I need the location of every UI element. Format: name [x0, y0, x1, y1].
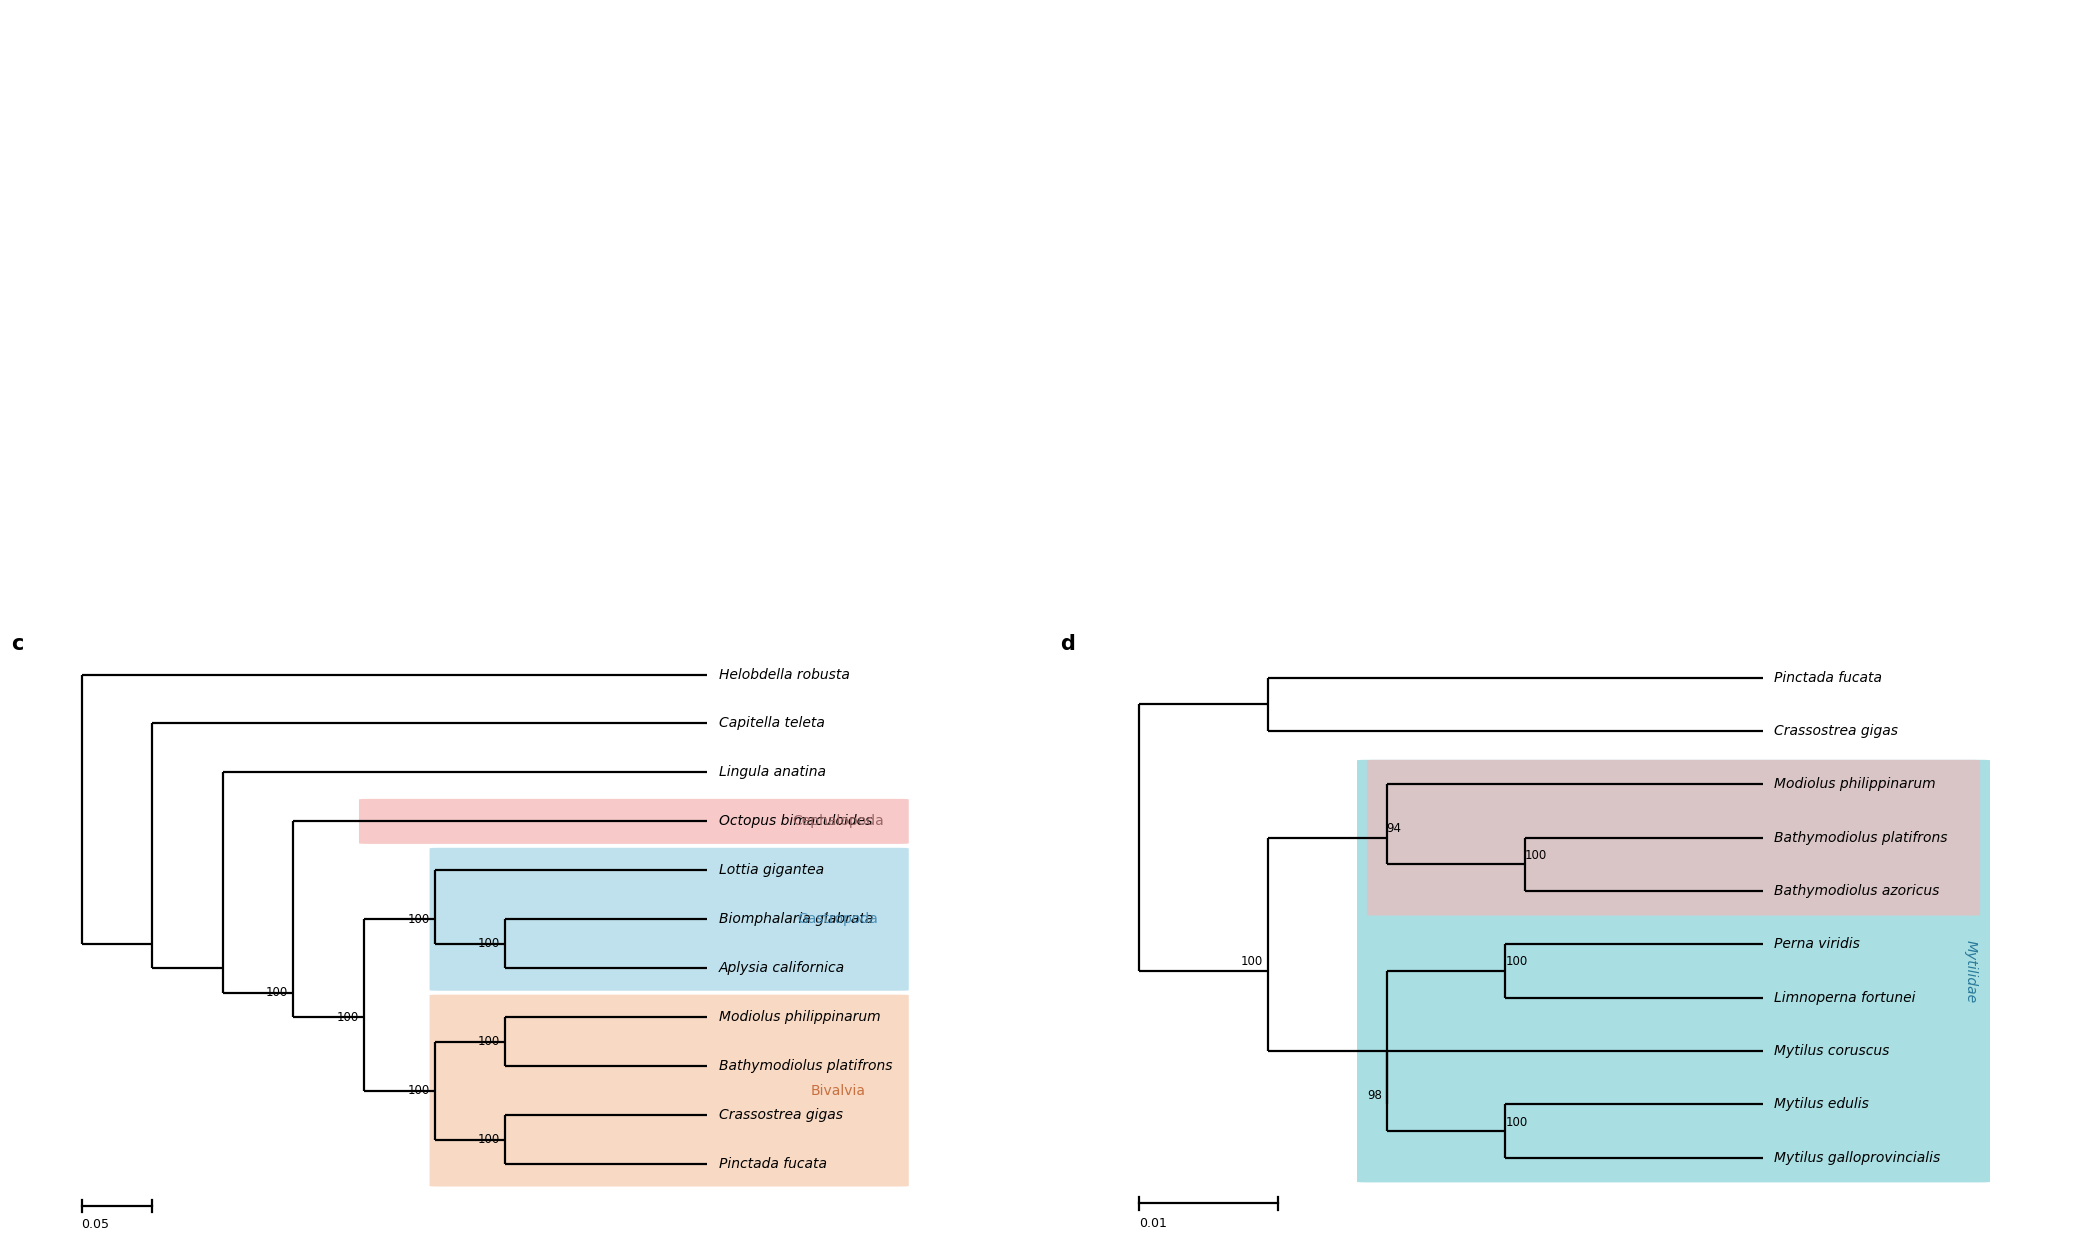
Text: Mytilidae: Mytilidae — [1964, 940, 1978, 1002]
Text: Mytilus coruscus: Mytilus coruscus — [1774, 1045, 1890, 1058]
Text: Modiolus philippinarum: Modiolus philippinarum — [1774, 777, 1936, 792]
Text: Biomphalaria glabrata: Biomphalaria glabrata — [718, 913, 874, 926]
Text: 0.01: 0.01 — [1140, 1216, 1168, 1230]
Text: Bathymodiolus azoricus: Bathymodiolus azoricus — [1774, 884, 1940, 898]
Text: Bivalvia: Bivalvia — [811, 1083, 865, 1098]
FancyBboxPatch shape — [1357, 759, 1991, 1183]
FancyBboxPatch shape — [430, 848, 909, 991]
Text: 100: 100 — [479, 1133, 500, 1147]
Text: a: a — [50, 36, 65, 56]
Text: Crassostrea gigas: Crassostrea gigas — [718, 1108, 842, 1122]
Text: 98: 98 — [1367, 1089, 1382, 1102]
Text: Modiolus philippinarum: Modiolus philippinarum — [718, 1010, 880, 1025]
Text: 100: 100 — [1506, 1116, 1527, 1128]
Text: Mytilus galloprovincialis: Mytilus galloprovincialis — [1774, 1150, 1940, 1165]
Text: Pinctada fucata: Pinctada fucata — [1774, 671, 1882, 685]
Text: Cephalopoda: Cephalopoda — [792, 814, 884, 828]
Text: 100: 100 — [1525, 849, 1548, 862]
FancyBboxPatch shape — [359, 799, 909, 844]
Text: Limnoperna fortunei: Limnoperna fortunei — [1774, 991, 1915, 1005]
Text: 94: 94 — [1386, 822, 1401, 835]
Text: Aplysia californica: Aplysia californica — [718, 961, 844, 975]
Text: 0.05: 0.05 — [82, 1218, 109, 1231]
Text: b: b — [1100, 36, 1115, 56]
Text: Lottia gigantea: Lottia gigantea — [718, 863, 823, 878]
Text: Capitella teleta: Capitella teleta — [718, 716, 825, 731]
Text: Lingula anatina: Lingula anatina — [718, 766, 825, 779]
Text: 100: 100 — [479, 1035, 500, 1048]
Text: 100: 100 — [479, 937, 500, 950]
Text: Helobdella robusta: Helobdella robusta — [718, 667, 850, 681]
Text: 100: 100 — [407, 1084, 430, 1097]
Text: Octopus bimaculoides: Octopus bimaculoides — [718, 814, 872, 828]
FancyBboxPatch shape — [430, 995, 909, 1186]
Text: Bathymodiolus platifrons: Bathymodiolus platifrons — [718, 1059, 892, 1073]
Text: Pinctada fucata: Pinctada fucata — [718, 1157, 827, 1172]
Text: Bathymodiolus platifrons: Bathymodiolus platifrons — [1774, 830, 1949, 844]
FancyBboxPatch shape — [1367, 759, 1980, 915]
Text: 100: 100 — [1506, 955, 1527, 969]
Text: Crassostrea gigas: Crassostrea gigas — [1774, 725, 1898, 738]
Text: 100: 100 — [336, 1011, 359, 1023]
Text: Mytilus edulis: Mytilus edulis — [1774, 1098, 1869, 1112]
Text: Gastropoda: Gastropoda — [798, 913, 878, 926]
Text: d: d — [1060, 635, 1075, 655]
Text: 100: 100 — [407, 913, 430, 926]
Text: 100: 100 — [267, 986, 288, 1000]
Text: Perna viridis: Perna viridis — [1774, 937, 1861, 951]
Text: 100: 100 — [1241, 955, 1262, 969]
Text: c: c — [10, 635, 23, 655]
